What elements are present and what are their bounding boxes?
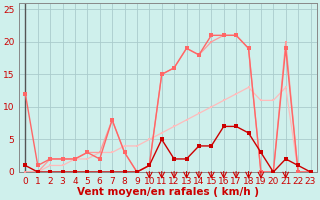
X-axis label: Vent moyen/en rafales ( km/h ): Vent moyen/en rafales ( km/h ) bbox=[77, 187, 259, 197]
